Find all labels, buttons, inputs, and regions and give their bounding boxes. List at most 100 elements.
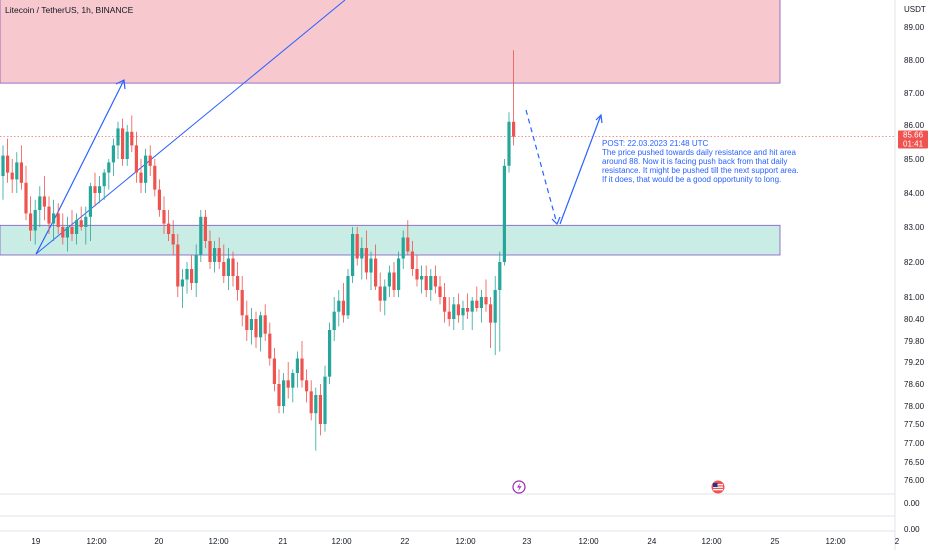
- candle-body: [65, 227, 69, 238]
- candle-body: [323, 376, 327, 424]
- time-tick: 12:00: [87, 537, 108, 546]
- candle: [134, 131, 138, 183]
- candle: [162, 196, 166, 234]
- candle: [70, 210, 74, 241]
- candle: [447, 297, 451, 327]
- candle: [355, 227, 359, 266]
- price-tick: 79.80: [904, 337, 925, 346]
- projection-up-path[interactable]: [559, 114, 602, 225]
- candle: [415, 255, 419, 287]
- candle: [148, 145, 152, 176]
- candle-body: [56, 213, 60, 227]
- candle-body: [70, 227, 74, 234]
- indicator-axis: 0.00 0.00: [904, 499, 920, 534]
- candle-body: [383, 286, 387, 301]
- candle-body: [52, 213, 56, 224]
- candle-body: [295, 358, 299, 373]
- price-tick: 89.00: [904, 23, 925, 32]
- candle: [56, 203, 60, 234]
- candle-body: [282, 380, 286, 406]
- projection-down-path[interactable]: [525, 109, 558, 225]
- candle: [185, 262, 189, 294]
- candle-body: [185, 269, 189, 280]
- candle-body: [438, 286, 442, 297]
- candle: [6, 138, 10, 183]
- candle-body: [194, 255, 198, 283]
- flash-icon[interactable]: [512, 480, 526, 494]
- candle: [249, 308, 253, 345]
- candle-body: [355, 234, 359, 259]
- candle-body: [259, 315, 263, 338]
- candle: [79, 206, 83, 231]
- candle-body: [180, 279, 184, 287]
- candle-body: [88, 186, 92, 217]
- candle-body: [397, 258, 401, 290]
- indicator-tick: 0.00: [904, 525, 920, 534]
- candle: [493, 276, 497, 355]
- candle: [475, 286, 479, 312]
- time-tick: 22: [400, 537, 409, 546]
- candle-body: [314, 395, 318, 414]
- candle: [240, 276, 244, 327]
- candle-body: [268, 333, 272, 359]
- time-tick: 20: [154, 537, 163, 546]
- last-price-value: 85.66: [903, 131, 924, 140]
- candles-layer: [1, 50, 516, 451]
- candle-body: [139, 172, 143, 183]
- price-tick: 76.00: [904, 476, 925, 485]
- time-tick: 23: [522, 537, 531, 546]
- candle-body: [213, 248, 217, 262]
- time-axis[interactable]: 19 12:00 20 12:00 21 12:00 22 12:00 23 12:00 24 12:…: [31, 537, 899, 546]
- candle-body: [6, 155, 10, 173]
- annotation-line-4: resistance. It might be pushed till the …: [602, 166, 799, 175]
- candle-body: [337, 300, 341, 312]
- candle: [466, 293, 470, 319]
- candle: [190, 255, 194, 290]
- candle-body: [351, 234, 355, 276]
- candle: [42, 176, 46, 221]
- candle-body: [153, 165, 157, 190]
- candle: [19, 145, 23, 190]
- candle: [420, 265, 424, 294]
- candle-body: [130, 131, 134, 146]
- candle: [489, 297, 493, 348]
- resistance-zone[interactable]: [0, 0, 781, 84]
- candle-body: [512, 121, 516, 137]
- candle-body: [231, 258, 235, 276]
- candle-body: [98, 186, 102, 193]
- candle: [337, 290, 341, 327]
- candle: [378, 272, 382, 312]
- annotation-note[interactable]: POST: 22.03.2023 21:48 UTC The price pus…: [602, 139, 799, 184]
- candle: [512, 50, 516, 146]
- candle: [254, 311, 258, 348]
- candle-body: [93, 186, 97, 193]
- last-price-box: [898, 130, 928, 149]
- candle: [203, 210, 207, 248]
- projection-down-head: [551, 216, 561, 226]
- time-tick: 25: [770, 537, 779, 546]
- candle: [102, 169, 106, 200]
- trend-line[interactable]: [35, 0, 346, 255]
- time-tick: 12:00: [579, 537, 600, 546]
- flag-icon[interactable]: [711, 480, 725, 494]
- candle-body: [346, 276, 350, 316]
- candle-body: [406, 237, 410, 252]
- candle-body: [456, 304, 460, 316]
- price-tick: 86.00: [904, 121, 925, 130]
- candle-body: [332, 311, 336, 330]
- price-tick: 78.00: [904, 402, 925, 411]
- support-zone[interactable]: [0, 224, 781, 256]
- candle: [47, 196, 51, 234]
- candle-body: [447, 311, 451, 319]
- candle: [364, 230, 368, 280]
- price-tick: 79.20: [904, 358, 925, 367]
- candle: [15, 152, 19, 193]
- price-axis[interactable]: 89.00 88.00 87.00 86.00 85.00 84.00 83.00 82.00…: [904, 23, 925, 485]
- candle: [300, 341, 304, 388]
- candle-body: [249, 319, 253, 330]
- candle: [268, 322, 272, 366]
- up-arrow-head: [115, 79, 126, 90]
- candle-body: [1, 155, 5, 176]
